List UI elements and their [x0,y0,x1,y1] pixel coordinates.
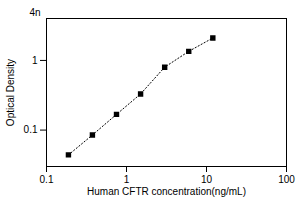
svg-text:1: 1 [124,174,130,185]
svg-text:4n: 4n [29,7,40,18]
svg-text:1: 1 [32,55,38,66]
svg-text:0.1: 0.1 [40,174,54,185]
svg-text:Human CFTR concentration(ng/mL: Human CFTR concentration(ng/mL) [87,186,246,197]
svg-text:100: 100 [278,174,295,185]
svg-text:Optical Density: Optical Density [5,59,16,126]
svg-text:0.1: 0.1 [24,124,38,135]
svg-text:10: 10 [201,174,213,185]
